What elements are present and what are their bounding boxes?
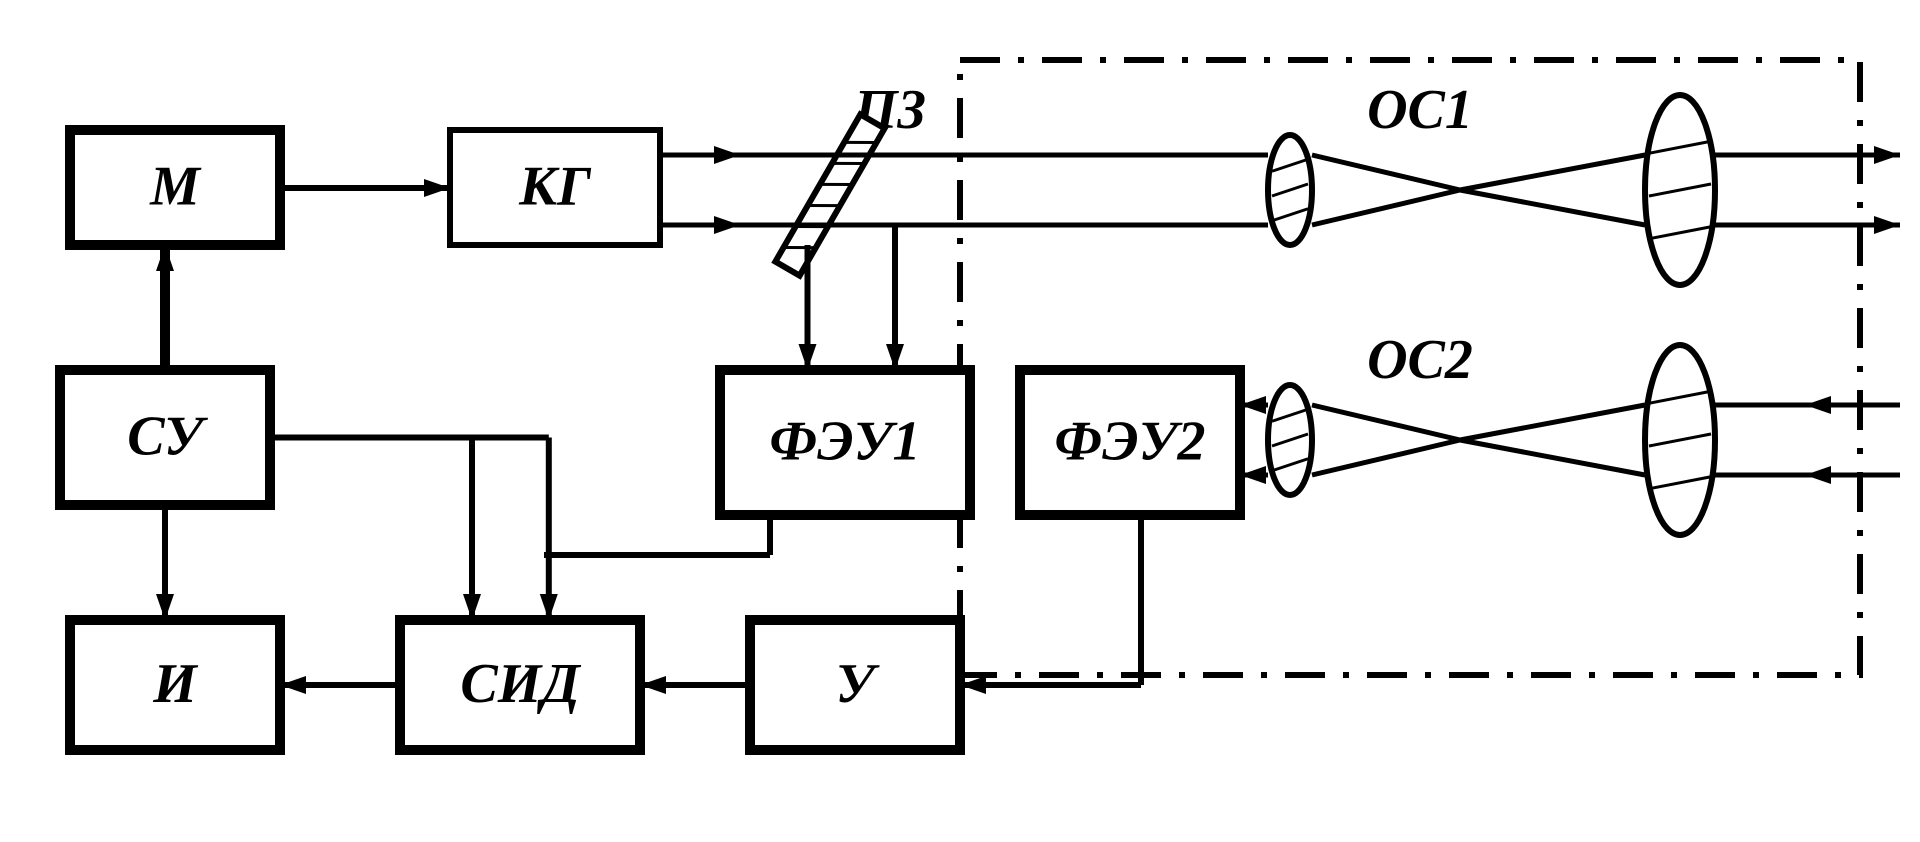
block-feu1: ФЭУ1 xyxy=(720,370,970,515)
block-label-feu1: ФЭУ1 xyxy=(769,410,920,472)
block-label-m: М xyxy=(149,155,202,217)
block-su: СУ xyxy=(60,370,270,505)
block-sid: СИД xyxy=(400,620,640,750)
label-oc2: ОС2 xyxy=(1367,329,1473,391)
oc2-small-lens xyxy=(1268,385,1312,495)
block-u: У xyxy=(750,620,960,750)
block-label-sid: СИД xyxy=(460,653,581,715)
oc2-big-lens xyxy=(1645,345,1715,535)
label-oc1: ОС1 xyxy=(1367,79,1473,141)
block-m: М xyxy=(70,130,280,245)
block-i: И xyxy=(70,620,280,750)
block-label-kg: КГ xyxy=(518,155,592,217)
block-label-i: И xyxy=(152,653,198,715)
block-label-feu2: ФЭУ2 xyxy=(1054,410,1205,472)
beam-splitter xyxy=(775,114,884,275)
block-kg: КГ xyxy=(450,130,660,245)
block-label-su: СУ xyxy=(127,405,209,467)
block-feu2: ФЭУ2 xyxy=(1020,370,1240,515)
oc1-big-lens xyxy=(1645,95,1715,285)
block-label-u: У xyxy=(836,653,881,715)
oc1-small-lens xyxy=(1268,135,1312,245)
